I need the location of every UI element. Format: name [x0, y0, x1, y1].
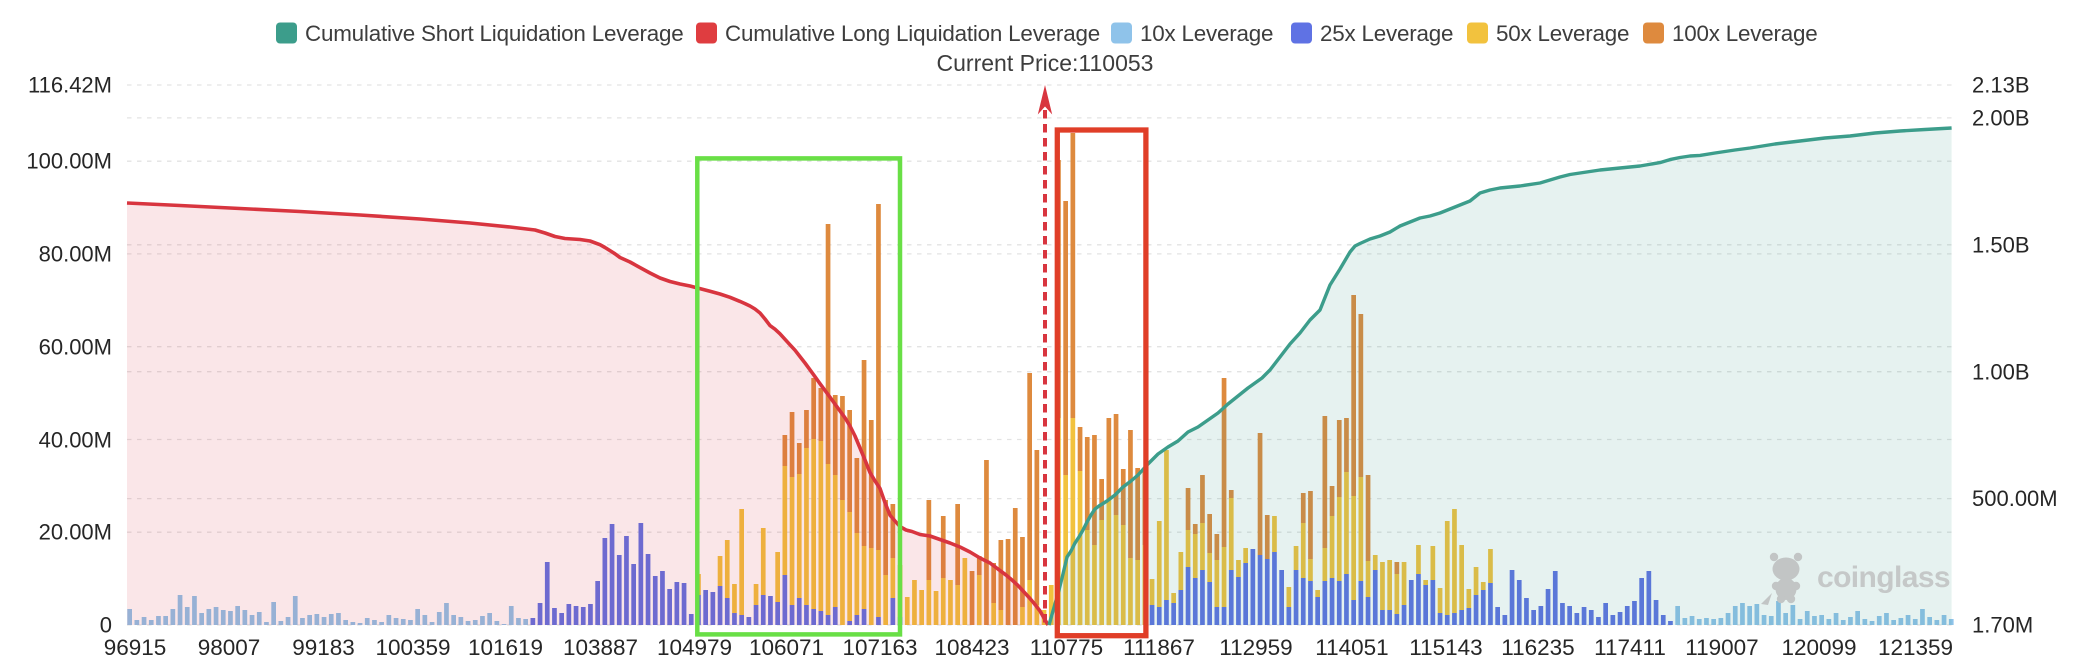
svg-text:106071: 106071	[749, 635, 824, 657]
svg-text:99183: 99183	[292, 635, 355, 657]
svg-text:50x Leverage: 50x Leverage	[1496, 21, 1629, 46]
svg-text:115143: 115143	[1409, 635, 1482, 657]
svg-text:80.00M: 80.00M	[39, 242, 112, 267]
svg-text:0: 0	[100, 613, 112, 638]
svg-text:Current Price:110053: Current Price:110053	[937, 50, 1154, 76]
svg-text:98007: 98007	[198, 635, 261, 657]
svg-text:117411: 117411	[1594, 635, 1666, 657]
svg-text:1.00B: 1.00B	[1972, 360, 2030, 385]
svg-text:110775: 110775	[1030, 635, 1103, 657]
svg-text:104979: 104979	[657, 635, 732, 657]
svg-text:100359: 100359	[375, 635, 450, 657]
svg-text:101619: 101619	[468, 635, 543, 657]
svg-text:120099: 120099	[1781, 635, 1856, 657]
svg-text:100x Leverage: 100x Leverage	[1672, 21, 1818, 46]
svg-text:Cumulative Long Liquidation Le: Cumulative Long Liquidation Leverage	[725, 21, 1100, 46]
svg-text:20.00M: 20.00M	[39, 520, 112, 545]
svg-text:500.00M: 500.00M	[1972, 486, 2058, 511]
svg-text:40.00M: 40.00M	[39, 428, 112, 453]
svg-text:103887: 103887	[563, 635, 638, 657]
svg-text:Cumulative Short Liquidation L: Cumulative Short Liquidation Leverage	[305, 21, 683, 46]
svg-text:10x Leverage: 10x Leverage	[1140, 21, 1273, 46]
svg-text:1.50B: 1.50B	[1972, 233, 2030, 258]
svg-text:112959: 112959	[1219, 635, 1292, 657]
svg-text:coinglass: coinglass	[1817, 561, 1950, 594]
svg-text:107163: 107163	[842, 635, 917, 657]
svg-text:111867: 111867	[1123, 635, 1195, 657]
svg-text:121359: 121359	[1878, 635, 1953, 657]
svg-text:116235: 116235	[1501, 635, 1574, 657]
svg-text:2.00B: 2.00B	[1972, 106, 2030, 131]
svg-text:119007: 119007	[1685, 635, 1758, 657]
svg-text:100.00M: 100.00M	[26, 149, 112, 174]
svg-text:1.70M: 1.70M	[1972, 613, 2033, 638]
svg-text:96915: 96915	[104, 635, 167, 657]
svg-text:108423: 108423	[934, 635, 1009, 657]
svg-text:60.00M: 60.00M	[39, 335, 112, 360]
svg-text:114051: 114051	[1315, 635, 1388, 657]
svg-text:2.13B: 2.13B	[1972, 73, 2030, 98]
svg-text:25x Leverage: 25x Leverage	[1320, 21, 1453, 46]
svg-text:116.42M: 116.42M	[28, 73, 112, 98]
